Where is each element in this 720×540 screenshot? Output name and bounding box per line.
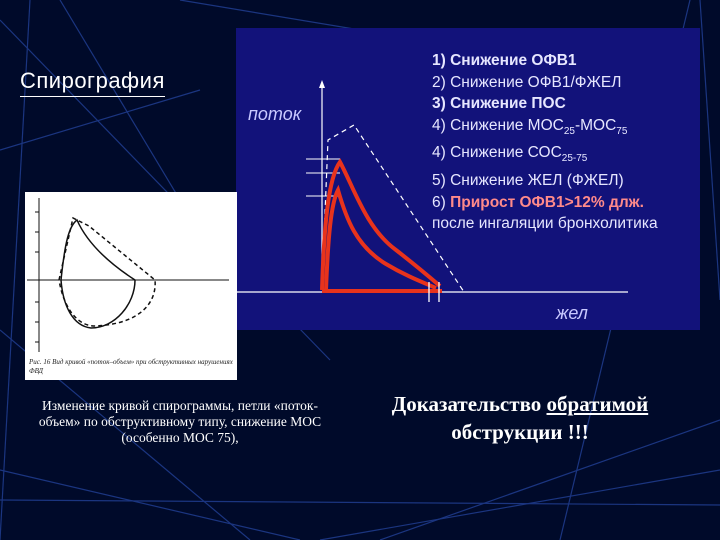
criteria-item: 4) Снижение СОС25-75 [432, 144, 588, 165]
spirogram-panel [236, 28, 700, 330]
loop-obstructive-solid [60, 218, 136, 329]
criteria-item: 1) Снижение ОФВ1 [432, 52, 577, 69]
y-axis-arrow [319, 80, 325, 88]
criteria-list: 1) Снижение ОФВ1 2) Снижение ОФВ1/ФЖЕЛ 3… [432, 50, 658, 235]
criteria-item: 4) Снижение МОС25-МОС75 [432, 116, 628, 137]
x-axis-label: жел [556, 303, 588, 323]
left-caption: Изменение кривой спирограммы, петли «пот… [38, 398, 322, 445]
loop-normal-dashed [58, 216, 156, 327]
flow-volume-loop-figure: Рис. 16 Вид кривой «поток–объем» при обс… [25, 192, 237, 380]
loop-figure-caption: Рис. 16 Вид кривой «поток–объем» при обс… [29, 358, 233, 375]
criteria-item: 2) Снижение ОФВ1/ФЖЕЛ [432, 73, 622, 91]
flow-volume-loop-chart [27, 198, 229, 352]
conclusion-text: Доказательство обратимой обструкции !!! [391, 392, 649, 444]
criteria-item: после ингаляции бронхолитика [432, 215, 658, 233]
criteria-item: 6) Прирост ОФВ1>12% длж. [432, 193, 644, 211]
loop-y-ticks [35, 211, 39, 343]
criteria-item: 5) Снижение ЖЕЛ (ФЖЕЛ) [432, 172, 624, 190]
obstructive-curve-outer [320, 158, 442, 291]
obstructive-curve-inner [324, 184, 437, 291]
slide-title: Спирография [20, 68, 165, 97]
y-axis-label: поток [248, 104, 302, 124]
criteria-item: 3) Снижение ПОС [432, 95, 566, 113]
panel-background [236, 28, 700, 330]
